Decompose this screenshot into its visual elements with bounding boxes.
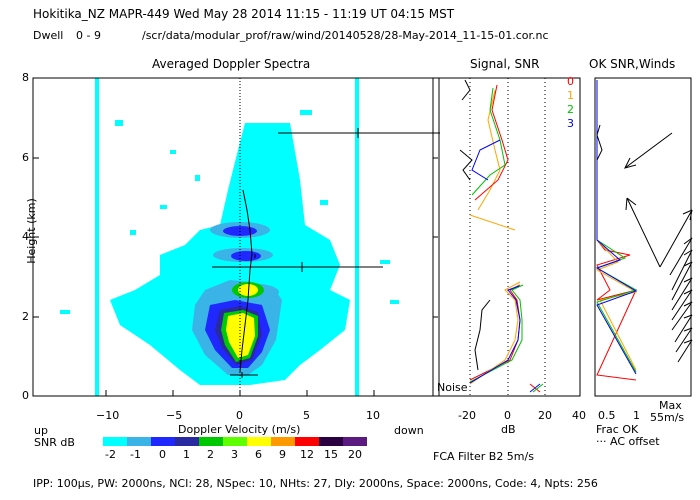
spectra-xlabel: Doppler Velocity (m/s) [178, 423, 301, 436]
snr-legend-label: SNR dB [34, 436, 75, 449]
wind-frac-series [595, 80, 638, 381]
wind-legend-3: 3 [567, 117, 574, 130]
wind-legend-1: 1 [567, 89, 574, 102]
max-label: Max [659, 399, 682, 412]
noise-markers [529, 383, 544, 393]
signal-xtick: 20 [538, 409, 552, 422]
noise-label: Noise [437, 381, 468, 394]
snr-tick: -1 [130, 448, 141, 461]
snr-tick: 6 [255, 448, 262, 461]
spectra-ylabel: Height (km) [25, 198, 38, 264]
spectra-yticks [33, 77, 375, 397]
wind-xtick: 1 [633, 409, 640, 422]
header-title: Hokitika_NZ MAPR-449 Wed May 28 2014 11:… [33, 7, 455, 21]
snr-colorbar [103, 437, 367, 446]
wind-axes [594, 77, 692, 397]
file-path: /scr/data/modular_prof/raw/wind/20140528… [142, 29, 549, 42]
snr-tick: 2 [207, 448, 214, 461]
spectra-title: Averaged Doppler Spectra [152, 57, 311, 71]
wind-legend-2: 2 [567, 103, 574, 116]
filter-text: FCA Filter B2 5m/s [433, 450, 534, 463]
signal-xtick: -20 [458, 409, 476, 422]
footer-params: IPP: 100µs, PW: 2000ns, NCI: 28, NSpec: … [33, 477, 598, 490]
wind-legend-0: 0 [567, 75, 574, 88]
dwell-label: Dwell [33, 29, 64, 42]
frac-ok-label: Frac OK [596, 423, 639, 436]
signal-xlabel: dB [501, 423, 516, 436]
snr-tick: -2 [105, 448, 116, 461]
max-value: 55m/s [650, 411, 685, 424]
wind-title: OK SNR,Winds [589, 57, 676, 71]
snr-tick: 0 [159, 448, 166, 461]
snr-tick: 15 [324, 448, 338, 461]
snr-tick: 9 [279, 448, 286, 461]
spectra-heatmap [60, 78, 440, 396]
signal-series [459, 79, 524, 385]
signal-xtick: 0 [504, 409, 511, 422]
snr-tick: 20 [348, 448, 362, 461]
wind-arrows [624, 132, 693, 363]
wind-xtick: 0.5 [598, 409, 616, 422]
snr-tick: 1 [183, 448, 190, 461]
signal-title: Signal, SNR [470, 57, 540, 71]
snr-tick: 3 [231, 448, 238, 461]
signal-xtick: 40 [572, 409, 586, 422]
ac-offset-label: ··· AC offset [596, 435, 660, 448]
up-label: up [34, 424, 48, 437]
signal-axes [432, 77, 581, 397]
dwell-range: 0 - 9 [76, 29, 101, 42]
signal-ticks [433, 157, 438, 318]
signal-gridlines [469, 78, 546, 396]
snr-tick: 12 [300, 448, 314, 461]
down-label: down [394, 424, 424, 437]
